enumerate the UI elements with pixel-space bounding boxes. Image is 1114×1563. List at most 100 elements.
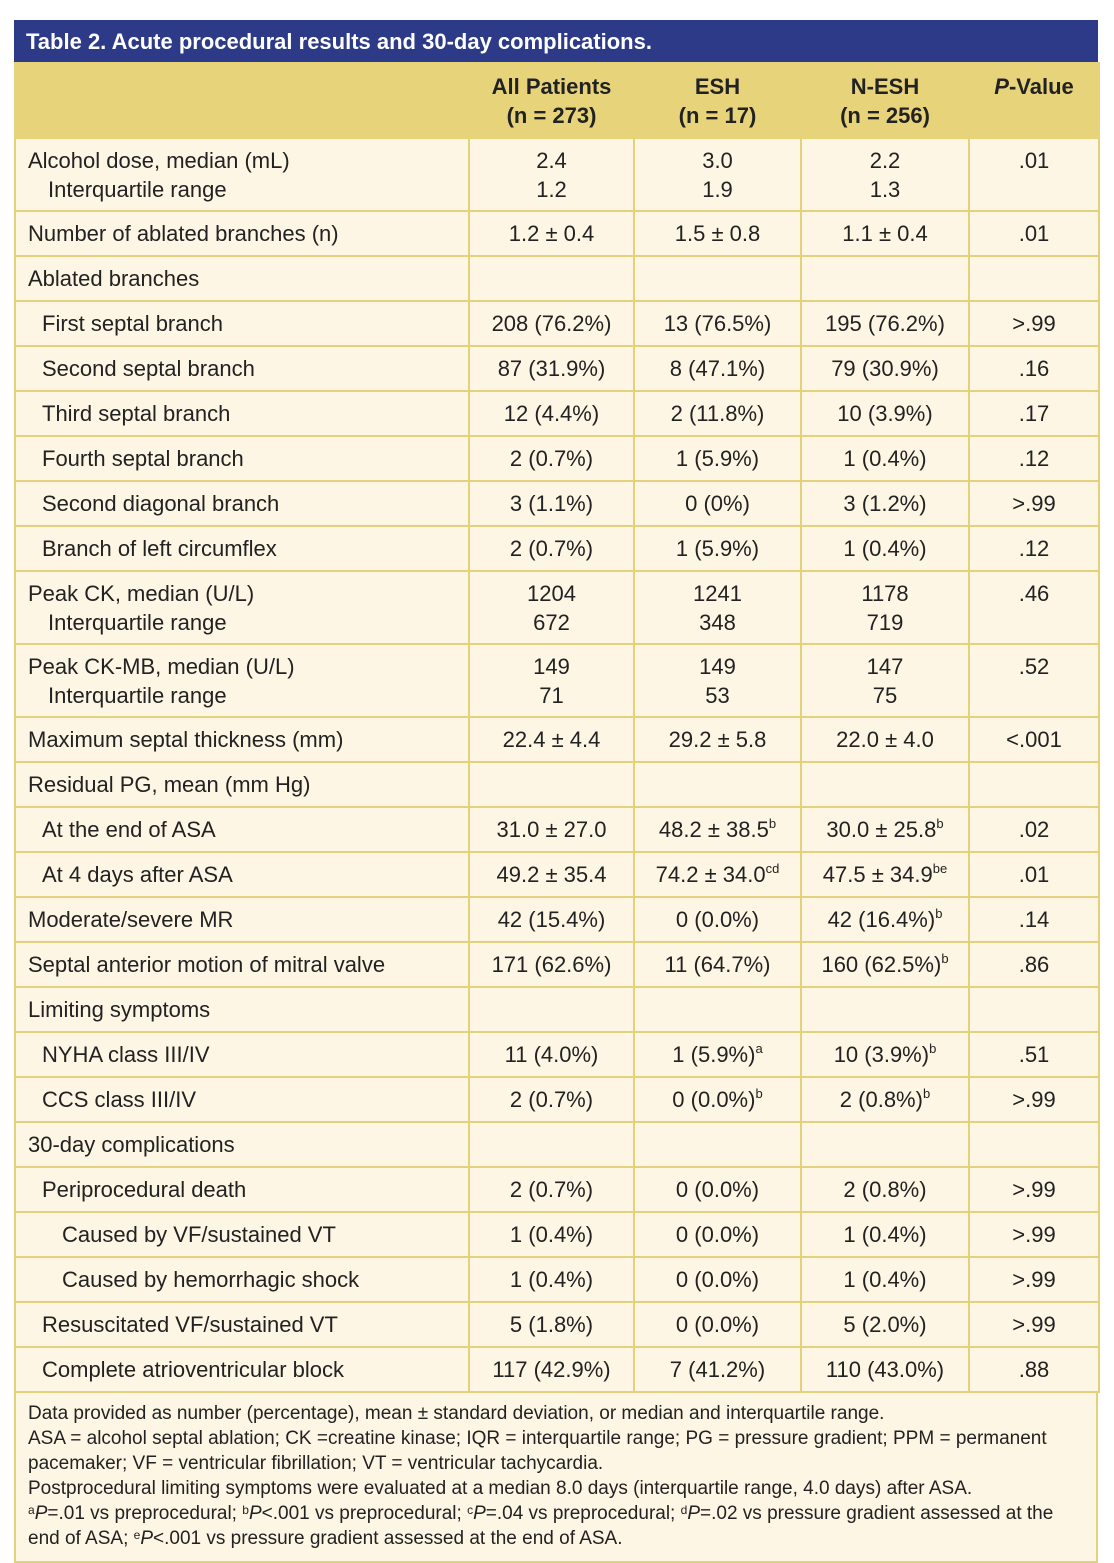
value-line: 1 (0.4%) — [843, 1267, 927, 1292]
value-cell: .52 — [968, 643, 1100, 718]
table-row: First septal branch 208 (76.2%) 13 (76.5%)… — [14, 300, 1100, 347]
value-cell — [633, 761, 802, 808]
value-cell: 42 (15.4%) — [468, 896, 635, 943]
row-label: At 4 days after ASA — [14, 851, 470, 898]
label-line: NYHA class III/IV — [42, 1042, 210, 1067]
value-cell — [800, 1121, 970, 1168]
table-row: At 4 days after ASA 49.2 ± 35.4 74.2 ± 34.… — [14, 851, 1100, 898]
value-cell: 208 (76.2%) — [468, 300, 635, 347]
value-line: >.99 — [1012, 311, 1056, 336]
table-row: Complete atrioventricular block 117 (42.9… — [14, 1346, 1100, 1393]
row-label: Caused by VF/sustained VT — [14, 1211, 470, 1258]
label-line: Resuscitated VF/sustained VT — [42, 1312, 338, 1337]
value-cell: 12 (4.4%) — [468, 390, 635, 437]
value-cell: 2.4 1.2 — [468, 137, 635, 212]
row-label: Peak CK, median (U/L) Interquartile range — [14, 570, 470, 645]
label-line: CCS class III/IV — [42, 1087, 197, 1112]
value-line: 0 (0.0%) — [675, 1177, 760, 1202]
row-label: Peak CK-MB, median (U/L) Interquartile ra… — [14, 643, 470, 718]
value-line: 1 (5.9%) — [675, 536, 760, 561]
value-cell: 171 (62.6%) — [468, 941, 635, 988]
value-line: 1.2 ± 0.4 — [508, 221, 595, 246]
row-label: Maximum septal thickness (mm) — [14, 716, 470, 763]
table-row: Moderate/severe MR 42 (15.4%) 0 (0.0%) 42 (… — [14, 896, 1100, 943]
row-label: 30-day complications — [14, 1121, 470, 1168]
value-cell: .16 — [968, 345, 1100, 392]
note-sup: a — [28, 1503, 35, 1517]
value-line: 1.3 — [869, 177, 901, 202]
value-cell: <.001 — [968, 716, 1100, 763]
value-line: 30.0 ± 25.8b — [802, 815, 968, 844]
header-name: All Patients — [470, 72, 633, 101]
value-cell: 11 (4.0%) — [468, 1031, 635, 1078]
value-line: 11 (64.7%) — [664, 952, 771, 977]
value-cell: 147 75 — [800, 643, 970, 718]
value-text: 48.2 ± 38.5 — [658, 817, 769, 842]
value-line: 5 (2.0%) — [843, 1312, 927, 1337]
row-label: Ablated branches — [14, 255, 470, 302]
header-italic: P — [994, 74, 1009, 99]
table-row: Maximum septal thickness (mm) 22.4 ± 4.4 2… — [14, 716, 1100, 763]
value-line: 2 (0.8%)b — [802, 1085, 968, 1114]
value-cell: 2 (0.7%) — [468, 1166, 635, 1213]
footnote-mark: be — [932, 861, 948, 876]
value-text: 42 (16.4%) — [827, 907, 936, 932]
value-line: 1 (0.4%) — [843, 1222, 927, 1247]
table-row: Residual PG, mean (mm Hg) — [14, 761, 1100, 808]
value-line: >.99 — [1012, 1222, 1056, 1247]
value-line: 29.2 ± 5.8 — [668, 727, 767, 752]
footnote-mark: b — [755, 1086, 763, 1101]
label-line: Branch of left circumflex — [42, 536, 277, 561]
value-line: 110 (43.0%) — [825, 1357, 945, 1382]
value-cell — [800, 255, 970, 302]
value-line: 79 (30.9%) — [831, 356, 939, 381]
value-cell: 22.4 ± 4.4 — [468, 716, 635, 763]
value-line: 74.2 ± 34.0cd — [635, 860, 800, 889]
footnote-mark: b — [922, 1086, 931, 1101]
note-sup: b — [242, 1503, 249, 1517]
value-cell: 1 (5.9%)a — [633, 1031, 802, 1078]
title: Table 2. Acute procedural results and 30… — [14, 20, 1098, 62]
value-line: 53 — [705, 683, 730, 708]
value-line: .01 — [1018, 862, 1050, 887]
table: All Patients (n = 273) ESH (n = 17) N-ESH (n … — [14, 62, 1100, 1393]
value-cell: 1 (0.4%) — [800, 1256, 970, 1303]
value-line: 1.5 ± 0.8 — [674, 221, 761, 246]
value-cell: 47.5 ± 34.9be — [800, 851, 970, 898]
value-cell: 195 (76.2%) — [800, 300, 970, 347]
table-row: Second septal branch 87 (31.9%) 8 (47.1%) 7… — [14, 345, 1100, 392]
table-row: Septal anterior motion of mitral valve 17… — [14, 941, 1100, 988]
value-line: 2 (0.7%) — [509, 536, 594, 561]
note-text: <.001 vs preprocedural; — [261, 1503, 462, 1524]
row-label: Second septal branch — [14, 345, 470, 392]
row-label: Branch of left circumflex — [14, 525, 470, 572]
value-line: >.99 — [1012, 1177, 1056, 1202]
note-text: =.01 vs preprocedural; — [47, 1503, 237, 1524]
header-cell: ESH (n = 17) — [633, 62, 802, 139]
value-line: 7 (41.2%) — [669, 1357, 766, 1382]
label-line: Interquartile range — [48, 610, 227, 635]
header-n: (n = 256) — [840, 103, 930, 128]
footnote-mark: b — [941, 951, 949, 966]
value-line: 1.9 — [702, 177, 733, 202]
row-label: Residual PG, mean (mm Hg) — [14, 761, 470, 808]
value-line: 22.0 ± 4.0 — [836, 727, 934, 752]
row-label: Caused by hemorrhagic shock — [14, 1256, 470, 1303]
value-line: 3 (1.1%) — [509, 491, 594, 516]
label-line: Second diagonal branch — [42, 491, 280, 516]
note-sup: e — [133, 1528, 141, 1542]
value-cell: 31.0 ± 27.0 — [468, 806, 635, 853]
value-text: 30.0 ± 25.8 — [826, 817, 937, 842]
value-line: 1241 — [693, 581, 742, 606]
value-line: >.99 — [1012, 1312, 1056, 1337]
value-cell: 11 (64.7%) — [633, 941, 802, 988]
value-line: 3 (1.2%) — [843, 491, 927, 516]
value-cell — [633, 255, 802, 302]
value-line: >.99 — [1012, 1267, 1056, 1292]
note-p: P — [34, 1503, 48, 1524]
value-cell: 1.5 ± 0.8 — [633, 210, 802, 257]
value-cell: 2 (0.8%) — [800, 1166, 970, 1213]
table-row: CCS class III/IV 2 (0.7%) 0 (0.0%)b 2 (0.8%… — [14, 1076, 1100, 1123]
value-line: 348 — [699, 610, 736, 635]
